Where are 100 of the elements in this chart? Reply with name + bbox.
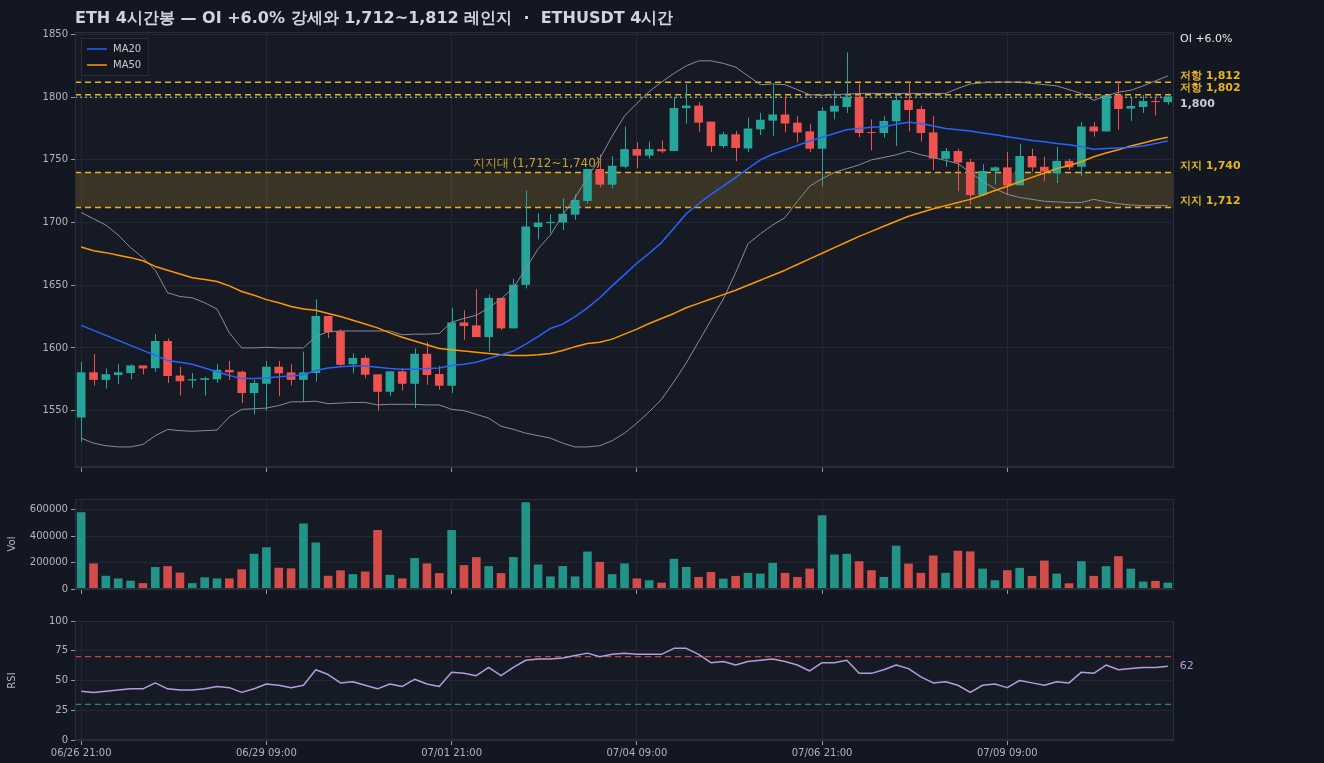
candlestick	[274, 360, 284, 397]
legend-label: MA20	[113, 42, 142, 54]
bar	[360, 571, 370, 589]
bar	[187, 583, 197, 589]
bar	[163, 566, 172, 589]
candlestick	[780, 96, 790, 133]
bar	[978, 568, 987, 589]
y-tick-label: 400000	[29, 529, 68, 541]
bar	[718, 578, 728, 589]
y-tick-label: 1750	[42, 153, 68, 165]
bar	[311, 542, 321, 589]
bar	[200, 577, 209, 589]
bar	[447, 529, 456, 589]
bar	[422, 563, 432, 589]
candlestick	[904, 81, 913, 132]
bar	[756, 573, 765, 589]
bar	[496, 573, 506, 589]
y-tick-label: 1850	[42, 28, 68, 40]
y-axis-title: RSI	[5, 672, 17, 689]
bar	[706, 571, 716, 589]
ref-line-label: 지지 1,740	[1179, 158, 1241, 172]
candlestick	[101, 367, 111, 390]
x-tick-label: 06/26 21:00	[50, 746, 112, 758]
bar	[249, 553, 259, 589]
bar	[669, 558, 679, 589]
candlestick	[373, 373, 382, 412]
bar	[546, 576, 555, 589]
bar	[1052, 573, 1062, 589]
bar	[336, 570, 345, 589]
bar	[509, 557, 518, 589]
candlestick	[731, 130, 740, 162]
candlestick	[1002, 151, 1012, 196]
bar	[731, 575, 740, 589]
y-tick-label: 200000	[29, 556, 68, 568]
candlestick	[1126, 96, 1136, 122]
bar	[262, 547, 271, 589]
bar	[805, 568, 815, 589]
bar	[928, 555, 938, 589]
candlestick	[1040, 156, 1049, 182]
y-tick-label: 75	[55, 644, 68, 656]
bar	[891, 545, 901, 589]
candlestick	[113, 363, 123, 385]
bar	[348, 574, 358, 589]
candlestick	[941, 147, 950, 168]
y-tick-label: 1650	[42, 278, 68, 290]
bar	[397, 578, 407, 589]
bar	[1151, 580, 1160, 589]
bar	[632, 578, 642, 589]
y-tick-label: 600000	[29, 503, 68, 515]
bar	[212, 578, 222, 589]
bar	[472, 557, 481, 589]
bar	[595, 561, 605, 589]
bar	[1089, 575, 1099, 589]
y-tick-label: 25	[55, 703, 68, 715]
bar	[373, 529, 382, 589]
candlestick	[434, 365, 444, 391]
candlestick	[1114, 81, 1123, 131]
bar	[607, 574, 617, 589]
bar	[89, 563, 98, 589]
bar	[410, 558, 419, 589]
x-tick-label: 07/09 09:00	[976, 746, 1038, 758]
bar	[225, 578, 234, 589]
bar	[842, 553, 852, 589]
candlestick	[830, 90, 839, 120]
y-tick-label: 1550	[42, 404, 68, 416]
y-tick-label: 1600	[42, 341, 68, 353]
bar	[76, 512, 86, 589]
bar	[854, 561, 864, 589]
candlestick	[607, 155, 617, 190]
candlestick	[842, 51, 852, 114]
bar	[1015, 567, 1024, 589]
y-tick-label: 50	[55, 674, 68, 686]
candlestick	[891, 92, 901, 147]
candlestick	[200, 376, 209, 397]
band-label: 지지대 (1,712~1,740)	[472, 155, 601, 170]
bar	[150, 567, 160, 589]
bar	[484, 566, 493, 589]
bar	[941, 572, 950, 589]
candlestick	[953, 148, 963, 192]
bar	[768, 562, 777, 589]
bar	[299, 523, 308, 589]
x-tick-label: 06/29 09:00	[235, 746, 297, 758]
x-tick-label: 07/01 21:00	[421, 746, 483, 758]
candlestick	[237, 370, 247, 404]
y-tick-label: 1700	[42, 216, 68, 228]
legend-label: MA50	[113, 58, 142, 70]
candlestick	[768, 84, 777, 137]
y-tick-label: 1800	[42, 90, 68, 102]
bar	[1002, 570, 1012, 589]
chart-title: ETH 4시간봉 — OI +6.0% 강세와 1,712~1,812 레인지 · ETHUSDT 4시간	[75, 8, 674, 28]
y-tick-label: 100	[48, 614, 68, 626]
bar	[434, 573, 444, 589]
bar	[965, 551, 975, 589]
candlestick	[756, 112, 765, 136]
bar	[583, 551, 592, 589]
candlestick	[570, 193, 580, 221]
bar	[126, 580, 135, 589]
bar	[237, 569, 247, 589]
bar	[1126, 568, 1136, 589]
ref-line-label: 저항 1,802	[1180, 81, 1241, 95]
